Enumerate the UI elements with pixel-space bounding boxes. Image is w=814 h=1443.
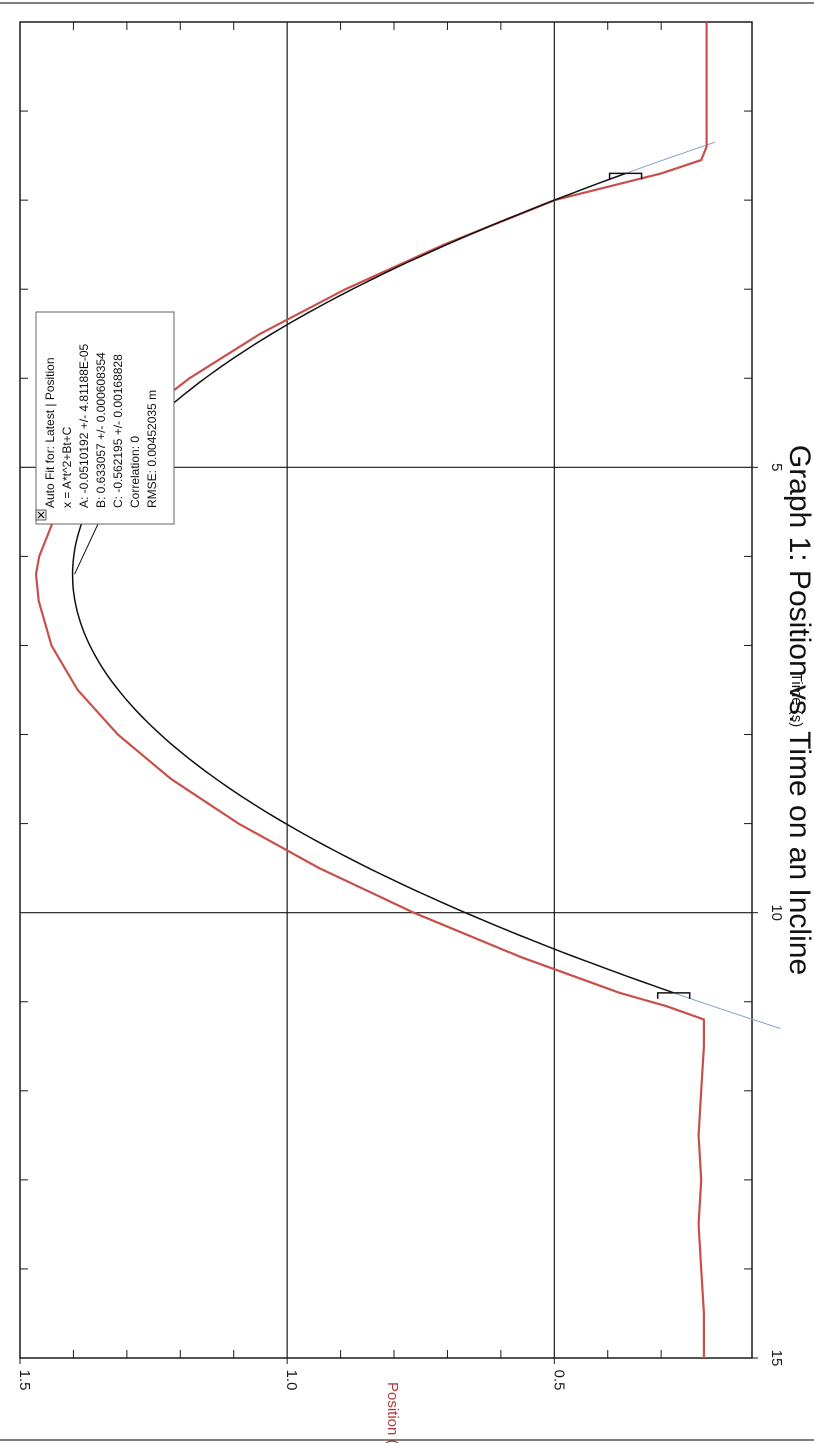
y-tick-label: 0.5 xyxy=(550,1370,567,1391)
y-tick-label: 1.0 xyxy=(283,1370,300,1391)
fit-coef-b-text: B: 0.633057 +/- 0.000608354 xyxy=(94,352,108,508)
fit-curve xyxy=(71,172,674,994)
fit-range-bracket-start[interactable] xyxy=(608,172,643,180)
fit-equation-text: x = A*t^2+Bt+C xyxy=(60,426,74,508)
close-icon[interactable] xyxy=(35,509,47,521)
x-tick-labels: 5 10 15 xyxy=(752,463,785,1366)
fit-range-bracket-end[interactable] xyxy=(656,992,691,999)
fit-rmse-text: RMSE: 0.00452035 m xyxy=(145,390,159,508)
x-tick-label: 15 xyxy=(768,1350,785,1367)
minor-ticks xyxy=(20,22,752,1358)
x-axis-label: Time (s) xyxy=(788,673,805,727)
fit-box-frame xyxy=(35,311,175,525)
y-axis-label: Position (m) xyxy=(384,1382,401,1443)
fit-annotation-box[interactable]: Auto Fit for: Latest | Position x = A*t^… xyxy=(35,311,175,525)
fit-coef-c-text: C: -0.562195 +/- 0.00168828 xyxy=(111,354,125,508)
chart-title: Graph 1: Position vs. Time on an Incline xyxy=(783,445,814,975)
fit-header-text: Auto Fit for: Latest | Position xyxy=(43,357,57,508)
x-tick-label: 5 xyxy=(768,463,785,471)
y-tick-label: 1.5 xyxy=(16,1370,33,1391)
fit-correlation-text: Correlation: 0 xyxy=(128,436,142,508)
fit-box-leader-line xyxy=(74,523,99,575)
x-tick-label: 10 xyxy=(768,904,785,921)
fit-coef-a-text: A: -0.0510192 +/- 4.81188E-05 xyxy=(77,343,91,508)
plot-frame xyxy=(19,21,753,1359)
y-tick-labels: 1.5 1.0 0.5 xyxy=(16,1358,567,1390)
series-line-position xyxy=(34,22,708,1358)
fit-extension-line xyxy=(625,141,781,1029)
